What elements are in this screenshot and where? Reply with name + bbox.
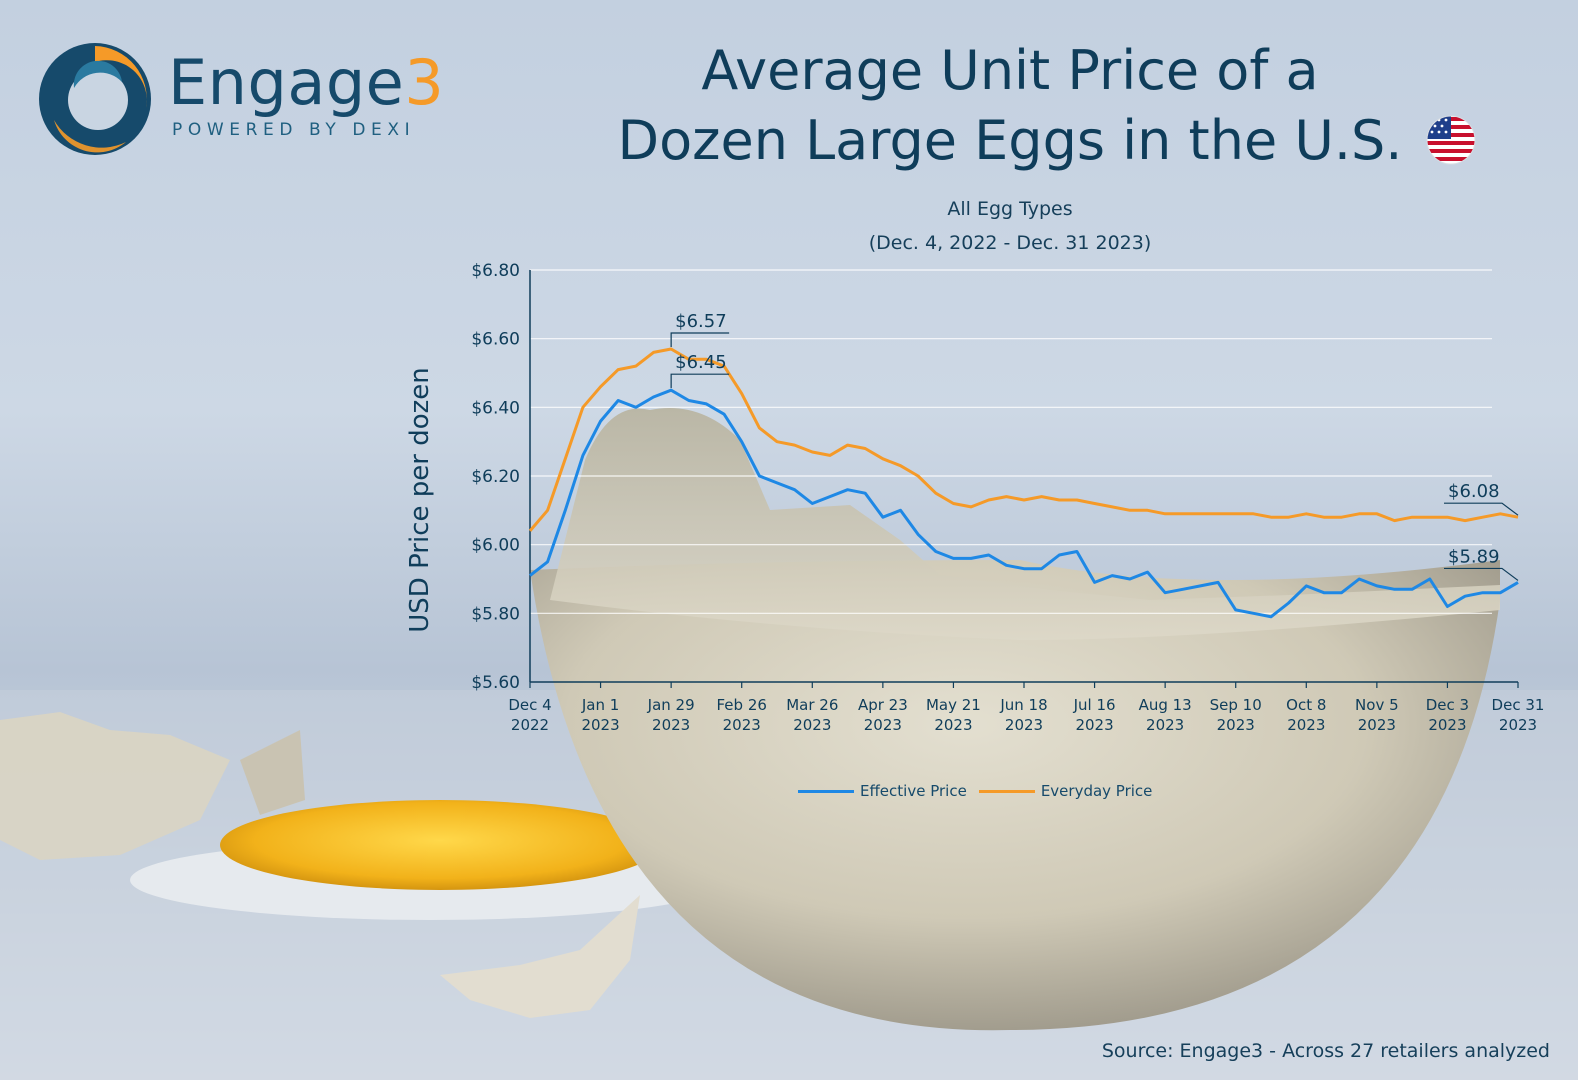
x-tick-label: Jun 18 [999,696,1047,714]
page-title: Average Unit Price of a Dozen Large Eggs… [560,36,1460,176]
effective-price-line [529,388,1519,619]
x-tick-label: May 21 [926,696,981,714]
y-tick-label: $6.20 [471,467,520,487]
y-tick-label: $6.00 [471,536,520,556]
egg-half-shell [530,560,1500,1031]
logo-wordmark: Engage3 [168,46,445,119]
x-tick-label: Jan 1 [581,696,619,714]
annotation-leader [1444,567,1519,581]
x-tick-label-year: 2023 [793,716,831,734]
subtitle-line-2: (Dec. 4, 2022 - Dec. 31 2023) [868,232,1152,254]
annotation-label: $5.89 [1448,546,1500,567]
x-tick-label: Dec 31 [1492,696,1545,714]
x-tick-label: Aug 13 [1139,696,1192,714]
legend-item-effective-price: Effective Price [798,782,967,800]
annotation-leader [670,332,730,347]
annotation-label: $6.45 [675,352,727,373]
x-tick-label-year: 2023 [1005,716,1043,734]
shell-fragment-left [0,712,230,860]
x-tick-label-year: 2023 [1428,716,1466,734]
annotation-label: $6.08 [1448,481,1500,502]
everyday-price-line [528,347,1519,532]
x-tick-label-year: 2022 [511,716,549,734]
x-tick-label: Dec 3 [1426,696,1469,714]
title-line-1: Average Unit Price of a [701,39,1319,102]
x-tick-label-year: 2023 [934,716,972,734]
engage3-logo: Engage3 POWERED BY DEXI [34,38,474,163]
logo-tagline: POWERED BY DEXI [172,120,416,140]
us-flag-icon [1426,115,1476,165]
legend-label-effective: Effective Price [860,782,967,800]
subtitle-line-1: All Egg Types [947,198,1073,220]
legend-item-everyday-price: Everyday Price [978,782,1153,800]
annotation-leader [1444,502,1519,516]
y-tick-label: $6.40 [471,398,520,418]
x-tick-label-year: 2023 [1287,716,1325,734]
legend-label-everyday: Everyday Price [1040,782,1153,800]
legend-swatch-everyday [978,789,1035,793]
y-tick-label: $6.60 [471,330,520,350]
engage3-swirl-icon [39,43,151,155]
x-tick-label-year: 2023 [1358,716,1396,734]
x-tick-label: Mar 26 [786,696,838,714]
egg-shell-inner [550,408,1500,640]
x-tick-label: Sep 10 [1210,696,1262,714]
x-tick-label-year: 2023 [1075,716,1113,734]
egg-yolk [220,800,660,890]
x-tick-label: Jan 29 [647,696,695,714]
annotation-label: $6.57 [675,311,727,332]
source-note: Source: Engage3 - Across 27 retailers an… [1101,1040,1550,1062]
x-tick-label-year: 2023 [1499,716,1537,734]
x-tick-label-year: 2023 [1146,716,1184,734]
x-tick-label-year: 2023 [723,716,761,734]
y-tick-label: $6.80 [471,261,520,281]
shell-fragment-front [440,895,640,1018]
x-tick-label: Feb 26 [717,696,767,714]
x-tick-label-year: 2023 [1217,716,1255,734]
x-tick-label: Jul 16 [1073,696,1116,714]
x-tick-label-year: 2023 [864,716,902,734]
y-tick-label: $5.80 [471,604,520,624]
chart-legend: Effective Price Everyday Price [798,782,1152,800]
shell-fragment-small [240,730,305,815]
y-tick-label: $5.60 [471,673,520,693]
x-tick-label: Apr 23 [858,696,908,714]
x-tick-label: Oct 8 [1286,696,1326,714]
title-line-2: Dozen Large Eggs in the U.S. [617,109,1403,172]
annotation-leader [670,373,730,389]
chart-subtitle: All Egg Types (Dec. 4, 2022 - Dec. 31 20… [760,192,1260,260]
x-tick-label-year: 2023 [652,716,690,734]
legend-swatch-effective [798,789,854,793]
x-tick-label-year: 2023 [581,716,619,734]
x-tick-label: Nov 5 [1355,696,1399,714]
x-tick-label: Dec 4 [508,696,551,714]
